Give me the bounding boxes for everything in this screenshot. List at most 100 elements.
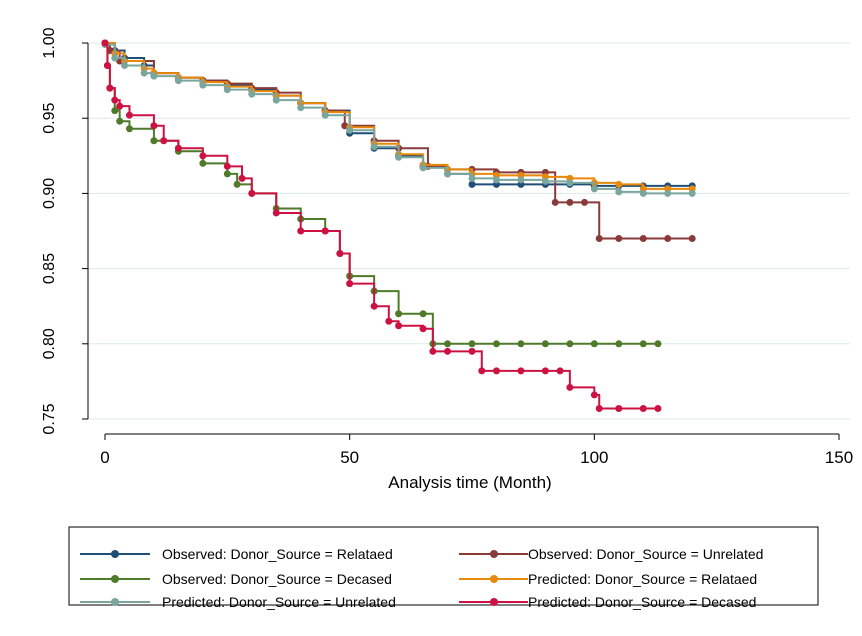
data-point [385, 317, 393, 325]
legend-item: Predicted: Donor_Source = Unrelated [80, 594, 396, 610]
data-point [395, 322, 403, 330]
data-point [199, 152, 207, 160]
data-point [639, 340, 647, 348]
data-point [395, 153, 403, 161]
data-point [419, 164, 427, 172]
data-point [654, 340, 662, 348]
data-point [595, 235, 603, 243]
data-point [160, 137, 168, 145]
data-point [297, 104, 305, 112]
data-point [654, 404, 662, 412]
data-point [566, 198, 574, 206]
data-point [541, 340, 549, 348]
data-point [150, 122, 158, 130]
data-point [688, 189, 696, 197]
data-point [272, 209, 280, 217]
data-point [321, 111, 329, 119]
data-point [174, 77, 182, 85]
data-point [346, 280, 354, 288]
data-point [556, 367, 564, 375]
data-point [595, 404, 603, 412]
x-axis-label: Analysis time (Month) [388, 473, 551, 492]
data-point [468, 180, 476, 188]
data-point [370, 143, 378, 151]
data-point [541, 367, 549, 375]
legend-item: Observed: Donor_Source = Relataed [80, 546, 393, 562]
data-point [140, 69, 148, 77]
legend-swatch-marker [111, 550, 119, 558]
data-point [615, 235, 623, 243]
legend-swatch-marker [490, 598, 498, 606]
data-point [429, 347, 437, 355]
data-point [444, 340, 452, 348]
series-5 [101, 41, 696, 197]
data-point [346, 126, 354, 134]
data-point [174, 144, 182, 152]
data-point [581, 198, 589, 206]
data-point [492, 176, 500, 184]
legend-item: Observed: Donor_Source = Decased [80, 571, 392, 587]
data-point [370, 302, 378, 310]
legend-item: Predicted: Donor_Source = Decased [459, 594, 756, 610]
data-point [199, 81, 207, 89]
data-point [664, 235, 672, 243]
data-point [419, 325, 427, 333]
data-point [125, 125, 133, 133]
legend-swatch-marker [490, 575, 498, 583]
y-tick-label: 1.00 [41, 27, 58, 58]
data-point [639, 189, 647, 197]
legend-swatch-marker [111, 575, 119, 583]
data-point [566, 340, 574, 348]
x-tick-label: 150 [825, 448, 853, 467]
data-point [517, 340, 525, 348]
y-tick-label: 0.90 [41, 178, 58, 209]
x-tick-label: 100 [580, 448, 608, 467]
data-point [551, 198, 559, 206]
data-point [199, 159, 207, 167]
legend-box [68, 526, 819, 606]
legend-label: Predicted: Donor_Source = Relataed [528, 571, 757, 587]
legend-label: Predicted: Donor_Source = Unrelated [162, 594, 396, 610]
data-point [664, 189, 672, 197]
data-point [150, 72, 158, 80]
legend-swatch-marker [111, 598, 119, 606]
legend-swatch-marker [490, 550, 498, 558]
data-point [121, 62, 129, 70]
y-tick-label: 0.75 [41, 403, 58, 434]
data-point [111, 54, 119, 62]
legend-label: Observed: Donor_Source = Decased [162, 571, 392, 587]
legend: Observed: Donor_Source = Relataed Observe… [68, 526, 819, 610]
data-point [223, 86, 231, 94]
legend-label: Observed: Donor_Source = Unrelated [528, 546, 763, 562]
data-point [111, 96, 119, 104]
data-point [116, 117, 124, 125]
data-point [395, 310, 403, 318]
data-point [615, 404, 623, 412]
legend-label: Predicted: Donor_Source = Decased [528, 594, 756, 610]
data-point [336, 250, 344, 258]
data-point [233, 180, 241, 188]
data-point [111, 107, 119, 115]
data-point [238, 174, 246, 182]
data-point [444, 347, 452, 355]
y-tick-label: 0.85 [41, 253, 58, 284]
data-point [478, 367, 486, 375]
data-point [517, 367, 525, 375]
data-point [566, 179, 574, 187]
data-point [223, 170, 231, 178]
data-point [639, 404, 647, 412]
data-point [223, 162, 231, 170]
series-6 [101, 39, 662, 412]
data-point [615, 188, 623, 196]
data-point [272, 96, 280, 104]
data-point [419, 310, 427, 318]
data-point [492, 340, 500, 348]
y-tick-label: 0.80 [41, 328, 58, 359]
data-point [517, 176, 525, 184]
data-point [125, 111, 133, 119]
data-point [639, 235, 647, 243]
data-point [101, 39, 109, 47]
